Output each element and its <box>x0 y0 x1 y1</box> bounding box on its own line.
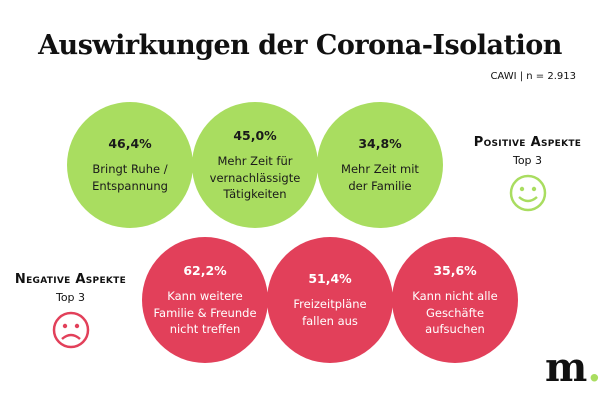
positive-circle-1: 46,4% Bringt Ruhe / Entspannung <box>67 102 193 228</box>
negative-circle-3: 35,6% Kann nicht alle Geschäfte aufsuchen <box>392 237 518 363</box>
label: Kann nicht alle Geschäfte aufsuchen <box>412 289 498 337</box>
positive-circle-3: 34,8% Mehr Zeit mit der Familie <box>317 102 443 228</box>
brand-logo: m. <box>545 348 600 388</box>
label: Freizeitpläne fallen aus <box>293 297 367 329</box>
label: Mehr Zeit mit der Familie <box>341 162 419 194</box>
negative-legend: Negative Aspekte Top 3 <box>8 270 133 356</box>
smiley-sad-icon <box>52 311 89 349</box>
label: Mehr Zeit für vernachlässigte Tätigkeite… <box>209 154 301 202</box>
percent: 34,8% <box>358 136 402 152</box>
smiley-happy-icon <box>509 174 546 212</box>
percent: 46,4% <box>108 136 152 152</box>
label: Kann weitere Familie & Freunde nicht tre… <box>153 289 257 337</box>
negative-circle-1: 62,2% Kann weitere Familie & Freunde nich… <box>142 237 268 363</box>
positive-sub: Top 3 <box>512 153 543 167</box>
logo-letter: m <box>545 344 588 391</box>
percent: 35,6% <box>433 262 477 278</box>
negative-circle-2: 51,4% Freizeitpläne fallen aus <box>267 237 393 363</box>
positive-heading: Positive Aspekte <box>473 135 582 150</box>
positive-circle-2: 45,0% Mehr Zeit für vernachlässigte Tätig… <box>192 102 318 228</box>
logo-dot: . <box>587 344 600 391</box>
percent: 45,0% <box>233 127 277 143</box>
percent: 51,4% <box>308 271 352 287</box>
negative-sub: Top 3 <box>55 290 86 304</box>
label: Bringt Ruhe / Entspannung <box>92 162 168 194</box>
positive-legend: Positive Aspekte Top 3 <box>465 133 590 219</box>
sample-info: CAWI | n = 2.913 <box>490 71 576 82</box>
page-title: Auswirkungen der Corona-Isolation <box>38 30 562 61</box>
percent: 62,2% <box>183 262 227 278</box>
negative-heading: Negative Aspekte <box>14 272 127 287</box>
